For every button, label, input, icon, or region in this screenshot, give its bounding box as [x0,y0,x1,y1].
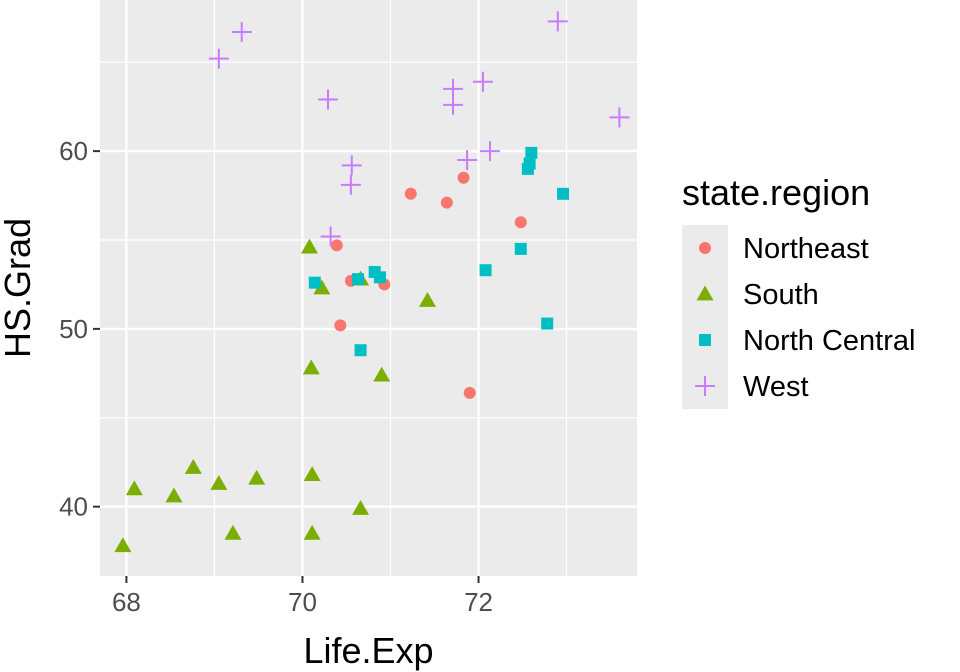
point-west [443,94,464,115]
point-south [224,524,242,540]
point-west [547,11,568,32]
legend-title: state.region [682,172,870,213]
point-south [114,537,132,553]
grid-minor [100,0,637,576]
point-north-central [541,317,554,330]
point-south [248,469,266,485]
point-west [479,141,500,162]
point-west [472,71,493,92]
point-south [125,480,143,496]
point-northeast [404,187,417,200]
point-north-central [514,242,527,255]
point-south [303,524,321,540]
point-west [231,22,252,42]
point-northeast [334,319,347,332]
point-south [165,487,183,503]
point-north-central [525,146,538,159]
point-south [352,499,370,515]
point-south [301,238,319,254]
point-north-central [373,271,386,284]
plot-panel [100,0,637,576]
legend-marker-northeast [699,242,711,254]
legend-label-northeast: Northeast [743,233,869,265]
point-north-central [479,264,492,277]
data-points [114,11,630,553]
point-west [340,174,361,195]
point-south [373,366,391,382]
point-north-central [523,157,536,170]
legend-label-west: West [743,371,809,403]
x-tick-label: 70 [288,587,317,617]
legend-label-south: South [743,279,819,311]
point-northeast [463,386,476,399]
x-tick-label: 72 [464,587,493,617]
point-northeast [457,171,470,184]
y-axis: 40 50 60 [59,136,100,522]
point-north-central [557,187,570,200]
point-south [210,475,228,490]
point-north-central [354,344,367,357]
point-west [609,107,630,128]
legend: state.region Northeast South North Central… [682,172,915,409]
y-tick-label: 40 [59,492,88,522]
legend-label-north-central: North Central [743,325,915,357]
point-south [303,466,321,482]
x-tick-label: 68 [112,587,141,617]
legend-keys: Northeast South North Central West [682,225,915,409]
y-tick-label: 60 [59,136,88,166]
point-south [418,291,436,307]
legend-marker-south [696,285,714,301]
grid-major [100,0,637,576]
point-west [320,226,341,247]
point-northeast [440,196,453,209]
point-west [457,150,478,170]
y-axis-title: HS.Grad [0,218,38,358]
legend-marker-west [695,376,715,396]
point-south [184,459,202,474]
point-west [341,155,362,176]
point-north-central [308,276,321,289]
point-west [318,89,339,110]
point-north-central [351,273,364,286]
point-south [313,279,331,295]
point-south [302,359,320,375]
legend-marker-north-central [699,334,711,346]
x-axis: 68 70 72 [112,576,493,617]
point-northeast [330,239,343,252]
point-west [208,48,229,69]
y-tick-label: 50 [59,314,88,344]
point-northeast [514,216,527,229]
x-axis-title: Life.Exp [303,630,433,671]
